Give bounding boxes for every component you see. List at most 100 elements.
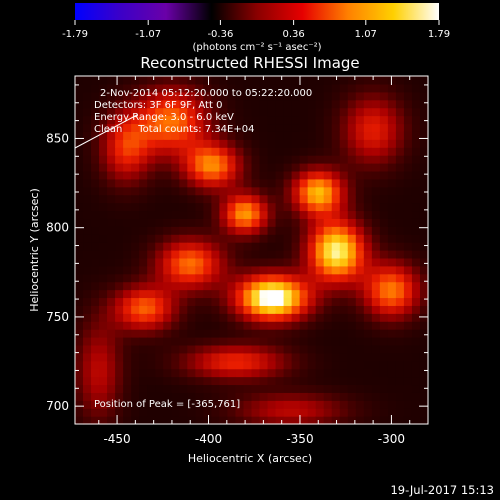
heatmap-cell (203, 210, 212, 219)
heatmap-cell (419, 368, 429, 378)
heatmap-cell (387, 344, 397, 354)
heatmap-cell (195, 250, 204, 259)
heatmap-cell (163, 416, 172, 425)
heatmap-cell (195, 107, 204, 117)
heatmap-cell (315, 305, 325, 314)
heatmap-cell (355, 416, 365, 425)
heatmap-cell (211, 131, 221, 140)
heatmap-cell (91, 392, 100, 401)
heatmap-cell (291, 147, 301, 156)
heatmap-cell (379, 273, 389, 283)
heatmap-cell (307, 297, 317, 306)
heatmap-cell (131, 83, 140, 93)
heatmap-cell (387, 265, 397, 275)
heatmap-cell (195, 76, 204, 85)
heatmap-cell (211, 76, 221, 85)
heatmap-cell (331, 91, 341, 101)
heatmap-cell (99, 368, 108, 378)
heatmap-cell (283, 273, 293, 283)
heatmap-cell (259, 321, 269, 330)
heatmap-cell (323, 76, 333, 85)
heatmap-cell (171, 297, 180, 306)
heatmap-cell (339, 202, 349, 212)
energy-range-text: Energy Range: 3.0 - 6.0 keV (94, 112, 234, 123)
heatmap-cell (83, 234, 92, 243)
heatmap-cell (291, 170, 301, 180)
heatmap-cell (131, 265, 140, 275)
heatmap-cell (339, 329, 349, 338)
heatmap-cell (195, 186, 204, 196)
heatmap-cell (123, 289, 132, 299)
heatmap-cell (347, 163, 357, 172)
heatmap-cell (339, 281, 349, 291)
heatmap-cell (235, 257, 245, 267)
heatmap-cell (123, 344, 132, 354)
heatmap-cell (115, 83, 124, 93)
heatmap-cell (347, 139, 357, 148)
heatmap-cell (395, 313, 405, 322)
heatmap-cell (363, 218, 373, 227)
heatmap-cell (179, 313, 188, 322)
y-tick-label: 850 (46, 131, 69, 145)
heatmap-cell (155, 250, 164, 259)
heatmap-cell (203, 76, 212, 85)
heatmap-cell (355, 163, 365, 172)
heatmap-cell (147, 131, 156, 140)
heatmap-cell (299, 352, 309, 362)
heatmap-cell (371, 305, 381, 314)
heatmap-cell (331, 250, 341, 259)
heatmap-cell (395, 344, 405, 354)
heatmap-cell (267, 321, 277, 330)
heatmap-cell (419, 131, 429, 140)
heatmap-cell (331, 384, 341, 393)
heatmap-cell (363, 210, 373, 219)
heatmap-cell (91, 155, 100, 164)
heatmap-cell (195, 408, 204, 417)
heatmap-cell (387, 155, 397, 164)
heatmap-cell (115, 139, 124, 148)
heatmap-cell (323, 242, 333, 251)
heatmap-cell (259, 83, 269, 93)
heatmap-cell (171, 131, 180, 140)
heatmap-cell (211, 297, 221, 306)
heatmap-cell (355, 360, 365, 370)
heatmap-cell (315, 368, 325, 378)
heatmap-cell (387, 234, 397, 243)
heatmap-cell (195, 170, 204, 180)
heatmap-cell (259, 265, 269, 275)
heatmap-cell (131, 226, 140, 235)
heatmap-cell (323, 210, 333, 219)
heatmap-cell (267, 170, 277, 180)
heatmap-cell (187, 91, 196, 101)
heatmap-cell (147, 186, 156, 196)
heatmap-cell (387, 186, 397, 196)
heatmap-cell (91, 376, 100, 386)
heatmap-cell (395, 202, 405, 212)
heatmap-cell (243, 273, 253, 283)
heatmap-cell (171, 234, 180, 243)
heatmap-cell (379, 210, 389, 219)
heatmap-cell (291, 281, 301, 291)
heatmap-cell (307, 352, 317, 362)
heatmap-cell (131, 337, 140, 346)
heatmap-cell (251, 273, 261, 283)
heatmap-cell (259, 131, 269, 140)
heatmap-cell (211, 368, 221, 378)
heatmap-cell (251, 337, 261, 346)
heatmap-cell (227, 186, 237, 196)
heatmap-cell (371, 155, 381, 164)
heatmap-cell (267, 273, 277, 283)
heatmap-cell (331, 305, 341, 314)
heatmap-cell (411, 408, 421, 417)
heatmap-cell (379, 226, 389, 235)
heatmap-cell (411, 273, 421, 283)
heatmap-cell (83, 91, 92, 101)
heatmap-cell (123, 76, 132, 85)
heatmap-cell (75, 368, 84, 378)
heatmap-cell (131, 186, 140, 196)
heatmap-cell (211, 313, 221, 322)
heatmap-cell (211, 147, 221, 156)
heatmap-cell (331, 163, 341, 172)
heatmap-cell (139, 170, 148, 180)
heatmap-cell (171, 155, 180, 164)
